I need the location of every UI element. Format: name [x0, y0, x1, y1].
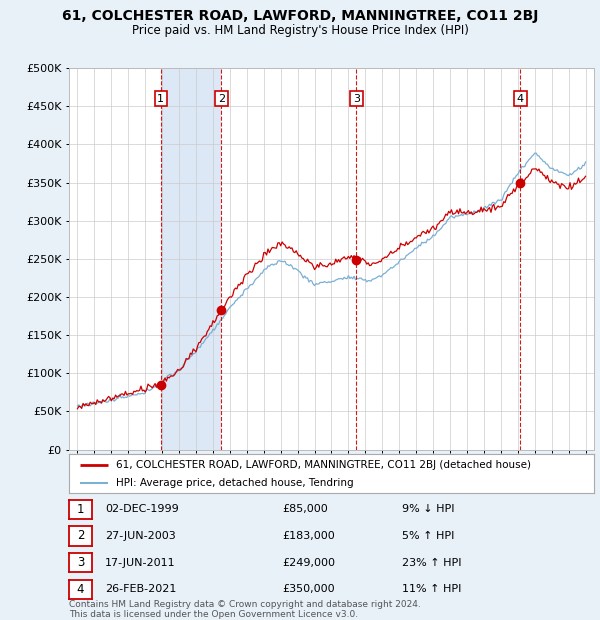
Text: 4: 4: [77, 583, 84, 596]
Text: 26-FEB-2021: 26-FEB-2021: [105, 584, 176, 595]
Text: Price paid vs. HM Land Registry's House Price Index (HPI): Price paid vs. HM Land Registry's House …: [131, 24, 469, 37]
Text: 2: 2: [218, 94, 225, 104]
Text: 17-JUN-2011: 17-JUN-2011: [105, 557, 176, 568]
Text: 23% ↑ HPI: 23% ↑ HPI: [402, 557, 461, 568]
Text: 3: 3: [77, 556, 84, 569]
Text: 11% ↑ HPI: 11% ↑ HPI: [402, 584, 461, 595]
Text: £183,000: £183,000: [282, 531, 335, 541]
Text: 3: 3: [353, 94, 360, 104]
Text: 1: 1: [157, 94, 164, 104]
Bar: [161, 68, 221, 450]
Text: 61, COLCHESTER ROAD, LAWFORD, MANNINGTREE, CO11 2BJ (detached house): 61, COLCHESTER ROAD, LAWFORD, MANNINGTRE…: [116, 460, 531, 470]
Text: £85,000: £85,000: [282, 504, 328, 515]
Text: 61, COLCHESTER ROAD, LAWFORD, MANNINGTREE, CO11 2BJ: 61, COLCHESTER ROAD, LAWFORD, MANNINGTRE…: [62, 9, 538, 24]
Text: £350,000: £350,000: [282, 584, 335, 595]
Text: 9% ↓ HPI: 9% ↓ HPI: [402, 504, 455, 515]
Text: 4: 4: [517, 94, 524, 104]
Text: 27-JUN-2003: 27-JUN-2003: [105, 531, 176, 541]
Text: 2: 2: [77, 529, 84, 542]
Text: £249,000: £249,000: [282, 557, 335, 568]
Text: HPI: Average price, detached house, Tendring: HPI: Average price, detached house, Tend…: [116, 478, 354, 489]
Text: 5% ↑ HPI: 5% ↑ HPI: [402, 531, 454, 541]
Text: 1: 1: [77, 503, 84, 516]
Text: 02-DEC-1999: 02-DEC-1999: [105, 504, 179, 515]
Text: Contains HM Land Registry data © Crown copyright and database right 2024.
This d: Contains HM Land Registry data © Crown c…: [69, 600, 421, 619]
